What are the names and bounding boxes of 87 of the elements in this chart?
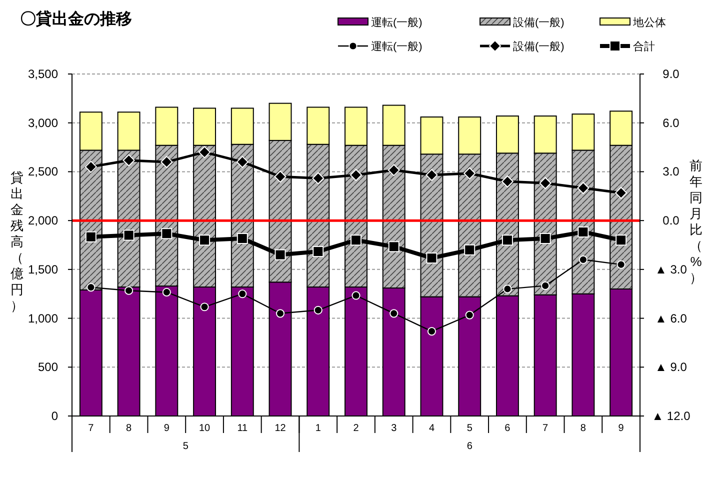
- point: [577, 182, 590, 194]
- point: [236, 232, 248, 244]
- x-tick-label: 2: [353, 423, 360, 434]
- x-tick-label: 10: [198, 423, 211, 434]
- x-tick-label: 9: [164, 423, 170, 434]
- text: 6: [466, 441, 473, 452]
- y2-tick-label: 9.0: [662, 67, 680, 81]
- x-tick-label: 8: [126, 423, 132, 434]
- point: [161, 228, 172, 240]
- legend-label: 合計: [633, 40, 655, 53]
- point: [86, 283, 96, 292]
- x-tick-label: 7: [542, 423, 549, 434]
- point: [236, 156, 248, 168]
- point: [200, 302, 209, 312]
- point: [503, 284, 512, 294]
- point: [541, 281, 550, 290]
- point: [274, 170, 286, 183]
- x-tick-label: 6: [504, 423, 511, 434]
- legend-label: 地公体: [632, 16, 666, 29]
- y-tick-label: 0: [51, 409, 58, 423]
- y2-tick-label: 6.0: [662, 116, 680, 130]
- point: [578, 255, 588, 264]
- point: [465, 310, 474, 320]
- legend-label: 設備(一般): [513, 16, 564, 29]
- x-tick-label: 12: [274, 423, 286, 434]
- text: 貸出金残高（億円）: [10, 170, 24, 313]
- x-tick-label: 9: [618, 423, 624, 434]
- point: [312, 246, 324, 258]
- y2-tick-label: ▲ 6.0: [655, 311, 688, 326]
- y-tick-label: 1,000: [28, 311, 58, 326]
- x-tick-label: 5: [466, 423, 473, 434]
- point: [276, 309, 285, 318]
- y-tick-label: 1,500: [28, 262, 58, 276]
- x-tick-label: 8: [580, 423, 586, 434]
- point: [616, 234, 627, 246]
- point: [85, 231, 96, 242]
- point: [427, 327, 436, 336]
- point: [162, 288, 171, 297]
- point: [388, 241, 400, 252]
- point: [390, 309, 398, 318]
- y-tick-label: 3,500: [28, 67, 58, 81]
- text: 5: [182, 441, 189, 452]
- y2-tick-label: ▲ 3.0: [655, 262, 688, 276]
- point: [388, 164, 400, 176]
- x-tick-label: 1: [315, 423, 322, 434]
- point: [502, 234, 513, 246]
- point: [122, 154, 135, 166]
- point: [124, 286, 134, 295]
- point: [615, 186, 628, 199]
- point: [578, 226, 589, 238]
- y-tick-label: 2,000: [28, 214, 58, 228]
- point: [616, 260, 626, 269]
- y2-tick-label: 3.0: [662, 164, 680, 179]
- point: [539, 177, 552, 190]
- y2-tick-label: ▲ 12.0: [652, 409, 691, 423]
- y2-axis-title: 前年同月比（%）: [690, 158, 702, 285]
- point: [426, 252, 438, 264]
- chart-title: 〇貸出金の推移: [20, 10, 132, 28]
- point: [314, 306, 322, 314]
- y-tick-label: 2,500: [28, 164, 58, 179]
- point: [350, 234, 362, 246]
- y2-tick-label: 0.0: [662, 214, 680, 228]
- point: [238, 290, 247, 298]
- legend-label: 設備(一般): [513, 40, 564, 53]
- point: [352, 291, 360, 300]
- point: [350, 168, 362, 181]
- point: [312, 172, 324, 184]
- point: [160, 156, 173, 168]
- point: [198, 146, 211, 158]
- y-tick-label: 500: [38, 360, 58, 374]
- legend-label: 運転(一般): [371, 17, 422, 29]
- point: [123, 230, 134, 241]
- point: [84, 160, 97, 173]
- point: [464, 244, 476, 256]
- point: [464, 167, 476, 180]
- x-tick-label: 7: [88, 423, 94, 434]
- y-tick-label: 3,000: [28, 116, 58, 130]
- legend-label: 運転(一般): [371, 41, 422, 53]
- point: [274, 249, 286, 260]
- x-tick-label: 3: [391, 423, 398, 434]
- point: [540, 232, 551, 244]
- y2-tick-label: ▲ 9.0: [655, 360, 688, 374]
- point: [199, 234, 210, 246]
- point: [501, 175, 514, 188]
- x-tick-label: 11: [237, 423, 248, 434]
- point: [426, 168, 438, 181]
- x-tick-label: 4: [428, 423, 435, 434]
